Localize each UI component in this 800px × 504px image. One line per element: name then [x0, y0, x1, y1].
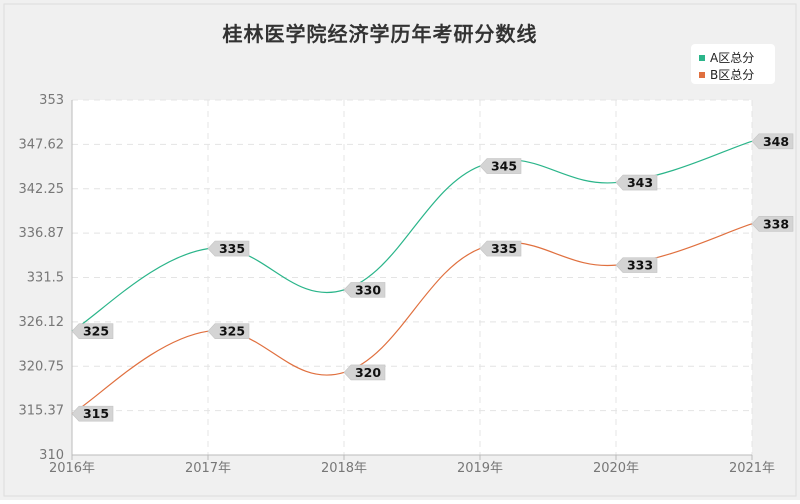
y-tick-label: 310 — [39, 448, 64, 463]
data-label-box — [71, 323, 114, 339]
outer-border — [3, 3, 797, 497]
data-label-text: 348 — [763, 134, 789, 149]
data-label-box — [71, 405, 114, 422]
y-tick-label: 347.62 — [19, 137, 65, 152]
data-label-text: 315 — [83, 406, 109, 421]
data-label-text: 325 — [83, 324, 109, 339]
data-label-box — [751, 216, 794, 232]
data-label-text: 333 — [627, 258, 653, 273]
y-tick-label: 342.25 — [19, 182, 65, 197]
x-tick-label: 2017年 — [185, 461, 231, 476]
data-label: 345 — [479, 158, 522, 174]
x-tick-label: 2020年 — [593, 461, 639, 476]
chart-title: 桂林医学院经济学历年考研分数线 — [222, 22, 538, 46]
data-label: 335 — [207, 240, 250, 257]
data-label: 343 — [615, 174, 658, 191]
axes: 353 347.62 342.25 336.87 331.5 326.12 320.75 31… — [19, 93, 776, 476]
y-tick-label: 315.37 — [19, 404, 65, 419]
data-label: 348 — [751, 133, 794, 150]
data-label-text: 345 — [491, 159, 517, 174]
x-tick-label: 2018年 — [321, 461, 367, 476]
data-label: 325 — [71, 323, 114, 339]
data-label: 325 — [207, 323, 250, 339]
legend-item-b[interactable]: B区总分 — [699, 66, 754, 83]
data-label-box — [751, 133, 794, 150]
data-label: 315 — [71, 405, 114, 422]
legend-swatch-a — [699, 54, 705, 61]
legend[interactable]: A区总分 B区总分 — [691, 44, 775, 84]
data-label-text: 325 — [219, 324, 245, 339]
data-labels: 325 335 330 345 343 348 315 325 320 335 333 338 — [71, 133, 794, 422]
data-label: 335 — [479, 240, 522, 257]
data-label-box — [207, 240, 250, 257]
legend-swatch-b — [699, 71, 705, 78]
data-label: 320 — [343, 364, 386, 381]
data-label-text: 335 — [491, 241, 517, 256]
grid — [72, 99, 753, 455]
data-label-text: 343 — [627, 175, 653, 190]
data-label-text: 320 — [355, 365, 381, 380]
legend-label-a: A区总分 — [710, 51, 755, 65]
y-tick-label: 336.87 — [19, 226, 65, 241]
data-label-box — [479, 240, 522, 257]
data-label-box — [343, 282, 386, 298]
data-label-text: 335 — [219, 241, 245, 256]
data-label-box — [615, 257, 658, 273]
x-tick-label: 2021年 — [729, 461, 775, 476]
data-label: 330 — [343, 282, 386, 298]
x-tick-label: 2016年 — [49, 461, 95, 476]
legend-label-b: B区总分 — [710, 68, 755, 82]
data-label-text: 338 — [763, 216, 789, 231]
y-tick-label: 320.75 — [19, 359, 65, 374]
legend-item-a[interactable]: A区总分 — [699, 49, 754, 66]
y-tick-label: 353 — [39, 93, 64, 108]
data-label-box — [207, 323, 250, 339]
data-label-box — [479, 158, 522, 174]
data-label-text: 330 — [355, 282, 381, 297]
x-tick-label: 2019年 — [457, 461, 503, 476]
y-tick-label: 326.12 — [19, 315, 65, 330]
y-tick-label: 331.5 — [27, 271, 64, 286]
data-label: 333 — [615, 257, 658, 273]
data-label-box — [615, 174, 658, 191]
data-label: 338 — [751, 216, 794, 232]
data-label-box — [343, 364, 386, 381]
